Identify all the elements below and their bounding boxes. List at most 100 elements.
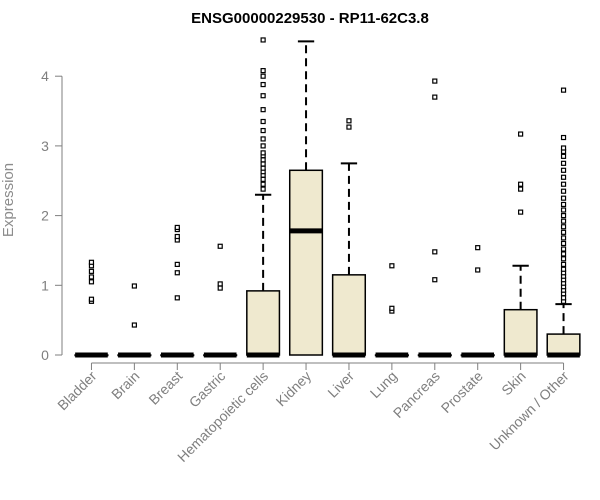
- outlier-hematopoietic-cells-15: [260, 93, 266, 99]
- outlier-unknown-other-19: [560, 213, 567, 219]
- outlier-hematopoietic-cells-6: [260, 161, 266, 167]
- y-tick-label-3: 3: [41, 138, 49, 154]
- box-liver: [331, 118, 367, 358]
- outlier-unknown-other-32: [560, 87, 567, 93]
- outlier-lung-1: [389, 305, 395, 311]
- outlier-skin-2: [518, 181, 524, 187]
- outlier-bladder-3: [88, 274, 95, 280]
- box-brain: [117, 283, 152, 358]
- outlier-unknown-other-17: [560, 224, 567, 230]
- outlier-bladder-4: [88, 268, 95, 274]
- x-tick-label-7: Lung: [367, 368, 400, 401]
- outlier-hematopoietic-cells-13: [260, 118, 266, 125]
- outlier-bladder-6: [88, 259, 95, 265]
- y-tick-label-2: 2: [41, 208, 49, 224]
- box-body-unknown-other: [546, 333, 581, 356]
- outlier-hematopoietic-cells-14: [260, 107, 266, 113]
- outlier-unknown-other-1: [560, 295, 567, 301]
- outlier-liver-1: [346, 118, 352, 124]
- box-breast: [160, 224, 195, 358]
- outlier-pancreas-2: [432, 94, 438, 100]
- outlier-unknown-other-28: [560, 153, 567, 159]
- box-body-kidney: [288, 169, 324, 356]
- outlier-unknown-other-15: [560, 235, 567, 241]
- x-tick-label-11: Unknown / Other: [486, 368, 572, 454]
- box-lung: [374, 263, 409, 358]
- outlier-hematopoietic-cells-17: [260, 73, 266, 79]
- outlier-lung-2: [389, 263, 395, 269]
- outlier-hematopoietic-cells-18: [260, 68, 266, 74]
- outlier-hematopoietic-cells-2: [260, 176, 266, 182]
- outlier-bladder-2: [88, 279, 95, 285]
- outlier-unknown-other-21: [560, 201, 567, 208]
- outlier-unknown-other-14: [560, 240, 567, 247]
- outlier-hematopoietic-cells-9: [260, 150, 266, 156]
- outlier-hematopoietic-cells-11: [260, 136, 266, 142]
- y-tick-label-4: 4: [41, 68, 49, 84]
- x-tick-label-10: Skin: [498, 368, 529, 399]
- outlier-hematopoietic-cells-1: [260, 181, 266, 187]
- x-tick-label-2: Breast: [145, 368, 185, 408]
- box-skin: [503, 131, 538, 358]
- box-gastric: [203, 243, 238, 358]
- outlier-unknown-other-25: [560, 174, 567, 180]
- x-tick-label-1: Brain: [108, 368, 142, 402]
- outlier-gastric-0: [217, 285, 223, 291]
- outlier-breast-2: [174, 261, 180, 267]
- outlier-unknown-other-26: [560, 167, 567, 173]
- outlier-unknown-other-22: [560, 195, 567, 201]
- outlier-breast-0: [174, 295, 180, 301]
- outlier-skin-3: [518, 131, 524, 137]
- chart-title: ENSG00000229530 - RP11-62C3.8: [191, 10, 429, 27]
- outlier-breast-4: [174, 233, 180, 240]
- outlier-bladder-1: [88, 296, 95, 302]
- box-body-skin: [503, 308, 538, 356]
- outlier-unknown-other-24: [560, 181, 567, 187]
- outlier-hematopoietic-cells-0: [260, 186, 266, 192]
- y-axis: 0 1 2 3 4: [41, 68, 63, 363]
- outlier-pancreas-0: [432, 277, 438, 283]
- outlier-unknown-other-9: [560, 266, 567, 272]
- outlier-pancreas-3: [432, 78, 438, 84]
- outlier-hematopoietic-cells-16: [260, 81, 266, 88]
- outlier-unknown-other-30: [560, 145, 567, 151]
- box-unknown-other: [546, 87, 581, 358]
- outlier-unknown-other-16: [560, 229, 567, 235]
- box-pancreas: [417, 78, 452, 358]
- box-body-hematopoietic-cells: [246, 290, 281, 356]
- outlier-skin-0: [518, 209, 524, 215]
- outlier-hematopoietic-cells-12: [260, 127, 266, 134]
- box-hematopoietic-cells: [246, 37, 281, 358]
- outlier-brain-0: [131, 322, 137, 328]
- outlier-hematopoietic-cells-7: [260, 157, 266, 163]
- outlier-hematopoietic-cells-5: [260, 165, 266, 171]
- outlier-unknown-other-31: [560, 134, 567, 141]
- x-tick-label-8: Pancreas: [390, 368, 443, 421]
- outlier-prostate-1: [475, 245, 481, 251]
- outlier-breast-6: [174, 224, 180, 231]
- box-body-liver: [331, 274, 367, 356]
- outlier-unknown-other-18: [560, 218, 567, 224]
- x-tick-label-9: Prostate: [438, 368, 486, 416]
- outlier-skin-1: [518, 186, 524, 192]
- x-tick-label-6: Liver: [324, 368, 357, 401]
- outlier-hematopoietic-cells-19: [260, 37, 266, 43]
- box-prostate: [460, 245, 495, 358]
- outlier-breast-1: [174, 270, 180, 276]
- outlier-liver-0: [346, 124, 352, 130]
- boxes-group: [74, 37, 581, 358]
- outlier-hematopoietic-cells-10: [260, 143, 266, 149]
- outlier-unknown-other-13: [560, 246, 567, 252]
- outlier-unknown-other-27: [560, 160, 567, 166]
- outlier-unknown-other-23: [560, 188, 567, 194]
- outlier-gastric-1: [217, 281, 223, 287]
- x-tick-label-3: Gastric: [186, 368, 229, 411]
- outlier-unknown-other-12: [560, 251, 567, 257]
- box-bladder: [74, 259, 109, 358]
- outlier-brain-1: [131, 283, 137, 289]
- box-kidney: [288, 40, 324, 356]
- outlier-gastric-2: [217, 243, 223, 249]
- outlier-unknown-other-20: [560, 207, 567, 213]
